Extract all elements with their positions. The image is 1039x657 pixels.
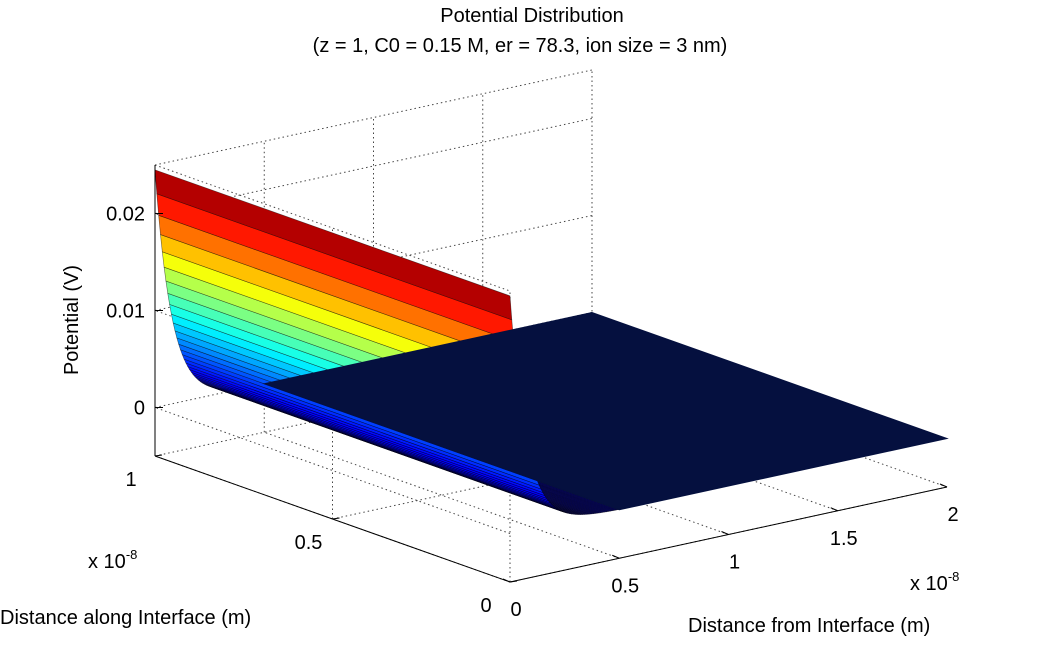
- y-axis-label: Distance along Interface (m): [0, 607, 251, 629]
- z-tick-label: 0: [134, 398, 145, 420]
- x-tick-label: 1: [729, 552, 740, 574]
- x-axis-label: Distance from Interface (m): [688, 615, 930, 637]
- chart-subtitle: (z = 1, C0 = 0.15 M, er = 78.3, ion size…: [313, 35, 728, 57]
- y-tick: [332, 517, 340, 520]
- x-axis-exponent: x 10-8: [910, 569, 959, 595]
- chart-title: Potential Distribution: [440, 5, 623, 27]
- x-tick: [612, 554, 620, 559]
- y-tick-label: 0: [480, 595, 491, 617]
- surface: [154, 169, 949, 515]
- x-tick-label: 1.5: [830, 528, 858, 550]
- y-tick-label: 0.5: [295, 532, 323, 554]
- y-tick-label: 1: [125, 469, 136, 491]
- z-tick-label: 0.02: [106, 204, 145, 226]
- x-tick: [939, 483, 948, 488]
- axes: 0 0.5 1 1.5 2 0 0.5 1 0 0.01 0.02: [106, 165, 959, 621]
- x-tick-label: 0: [510, 599, 521, 621]
- x-tick: [502, 578, 511, 583]
- surface-flat-region: [262, 311, 949, 511]
- y-tick: [154, 454, 163, 457]
- z-tick-label: 0.01: [106, 301, 145, 323]
- x-tick: [830, 507, 838, 512]
- z-axis-label: Potential (V): [61, 265, 83, 375]
- surface-band: [154, 169, 513, 321]
- y-tick: [509, 580, 518, 583]
- x-tick-label: 0.5: [611, 575, 639, 597]
- x-tick-label: 2: [947, 504, 958, 526]
- x-tick: [721, 531, 729, 535]
- y-axis-exponent: x 10-8: [88, 547, 137, 573]
